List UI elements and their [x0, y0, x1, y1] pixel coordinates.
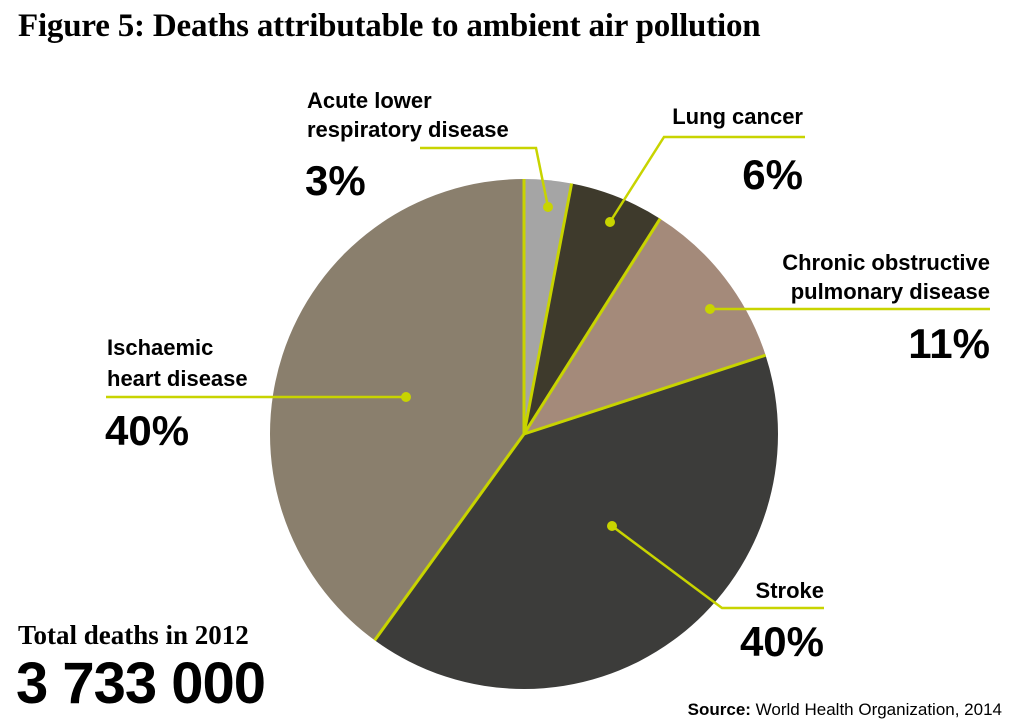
slice-value-lung-cancer: 6% [742, 151, 803, 198]
slice-label-lung-cancer: Lung cancer [672, 104, 803, 129]
slice-label-chronic-obstructive-pulmonary-disease: Chronic obstructive [782, 250, 990, 275]
slice-divider [373, 433, 526, 642]
pie-slice-stroke [374, 355, 779, 690]
pie-slice-ischaemic-heart-disease [269, 179, 524, 641]
leader-line-stroke [611, 524, 824, 610]
slice-value-chronic-obstructive-pulmonary-disease: 11% [908, 320, 990, 367]
total-deaths-label: Total deaths in 2012 [18, 620, 249, 650]
leader-dot-stroke [607, 521, 617, 531]
source-text: World Health Organization, 2014 [755, 700, 1002, 719]
slice-label-acute-lower-respiratory-disease: respiratory disease [307, 117, 509, 142]
leader-dot-lung-cancer [605, 217, 615, 227]
slice-divider [522, 217, 662, 435]
slice-label-acute-lower-respiratory-disease: Acute lower [307, 88, 432, 113]
slice-label-stroke: Stroke [756, 578, 824, 603]
pie-slices [269, 179, 779, 690]
slice-dividers [373, 179, 767, 642]
slice-labels: Acute lower respiratory disease 3% Lung can… [105, 88, 990, 665]
pie-slice-lung-cancer [524, 183, 661, 434]
source-label: Source: [687, 700, 751, 719]
slice-label-chronic-obstructive-pulmonary-disease: pulmonary disease [791, 279, 990, 304]
leader-line-lung-cancer [608, 135, 805, 223]
leader-dot-ischaemic-heart-disease [401, 392, 411, 402]
total-deaths-value: 3 733 000 [16, 651, 266, 716]
slice-value-stroke: 40% [740, 618, 824, 665]
leader-dot-acute-lower-respiratory-disease [543, 202, 553, 212]
leader-dot-chronic-obstructive-pulmonary-disease [705, 304, 715, 314]
slice-divider [522, 183, 574, 435]
slice-divider [523, 353, 767, 436]
slice-value-acute-lower-respiratory-disease: 3% [305, 157, 366, 204]
slice-value-ischaemic-heart-disease: 40% [105, 407, 189, 454]
source-note: Source: World Health Organization, 2014 [688, 700, 1002, 720]
pie-slice-chronic-obstructive-pulmonary-disease [524, 218, 766, 434]
slice-label-ischaemic-heart-disease: heart disease [107, 366, 248, 391]
leader-lines [106, 135, 990, 610]
leader-line-acute-lower-respiratory-disease [420, 146, 550, 208]
slice-label-ischaemic-heart-disease: Ischaemic [107, 335, 213, 360]
chart-title: Figure 5: Deaths attributable to ambient… [18, 8, 761, 44]
